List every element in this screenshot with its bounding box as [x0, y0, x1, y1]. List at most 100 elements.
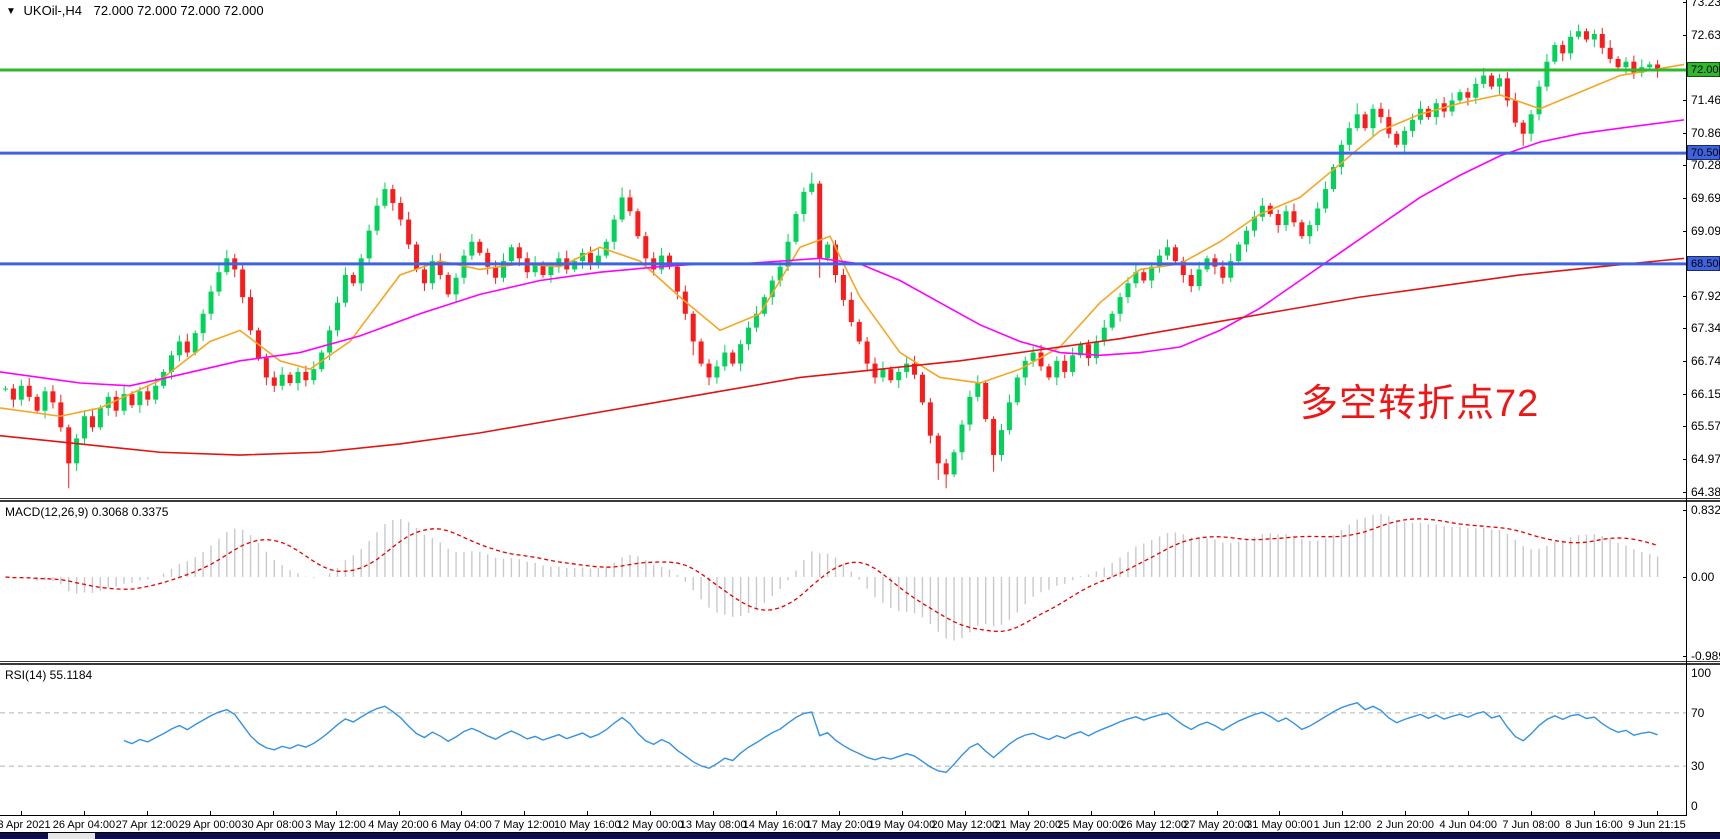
time-label: 10 May 16:00 — [553, 819, 621, 831]
time-label: 1 Jun 12:00 — [1313, 819, 1372, 831]
time-tick — [650, 811, 652, 816]
price-axis-label: 69.695 — [1691, 190, 1720, 205]
ma-slow-red — [0, 257, 1685, 456]
time-label: 14 May 16:00 — [742, 819, 810, 831]
axis-tick — [1683, 426, 1687, 428]
time-tick — [1027, 811, 1029, 816]
time-tick — [1090, 811, 1092, 816]
symbol-ohlc-label[interactable]: ▼ UKOil-,H4 72.000 72.000 72.000 72.000 — [6, 3, 264, 18]
price-chart-canvas[interactable] — [0, 0, 1720, 498]
rsi-axis-label: 100 — [1691, 666, 1712, 680]
time-tick — [398, 811, 400, 816]
time-tick — [524, 811, 526, 816]
rsi-axis-label: 30 — [1691, 759, 1705, 774]
time-tick — [901, 811, 903, 816]
symbol-label: UKOil-,H4 — [23, 3, 83, 18]
price-axis-label: 70.280 — [1691, 158, 1720, 173]
macd-signal-line — [5, 518, 1658, 633]
macd-chart-canvas[interactable] — [0, 502, 1720, 661]
price-axis-label: 73.235 — [1691, 0, 1720, 9]
price-axis-label: 71.465 — [1691, 92, 1720, 107]
axis-tick — [1683, 1, 1687, 3]
time-label: 3 May 12:00 — [305, 819, 366, 831]
axis-tick — [1683, 197, 1687, 199]
price-axis-label: 64.970 — [1691, 452, 1720, 467]
time-tick — [21, 811, 22, 816]
time-tick — [461, 811, 463, 816]
price-axis-label: 67.340 — [1691, 321, 1720, 336]
axis-tick — [1683, 34, 1687, 36]
time-label: 4 Jun 04:00 — [1439, 819, 1497, 831]
time-tick — [1342, 811, 1344, 816]
price-axis-label: 69.095 — [1691, 223, 1720, 238]
time-label: 19 May 04:00 — [868, 819, 936, 831]
axis-tick — [1683, 165, 1687, 167]
ma-fast-orange — [0, 63, 1685, 418]
panel-separator-macd[interactable] — [0, 498, 1720, 502]
time-label: 7 Jun 08:00 — [1502, 819, 1560, 831]
axis-tick — [1683, 459, 1687, 461]
time-tick — [146, 811, 148, 816]
axis-tick — [1683, 99, 1687, 101]
time-tick — [587, 811, 589, 816]
time-label: 23 Apr 2021 — [0, 819, 51, 831]
time-tick — [839, 811, 840, 816]
chart-annotation-text: 多空转折点72 — [1300, 383, 1540, 425]
rsi-axis-label: 70 — [1691, 705, 1705, 720]
axis-tick — [1683, 295, 1687, 297]
time-label: 9 Jun 21:15 — [1628, 819, 1686, 831]
time-label: 4 May 20:00 — [368, 819, 429, 831]
time-tick — [83, 811, 85, 816]
time-tick — [335, 811, 337, 816]
time-label: 6 May 04:00 — [431, 819, 492, 831]
time-tick — [1594, 811, 1596, 816]
time-label: 7 May 12:00 — [494, 819, 555, 831]
axis-tick — [1683, 328, 1687, 330]
time-label: 26 Apr 04:00 — [52, 819, 116, 831]
price-axis-label: 64.385 — [1691, 484, 1720, 499]
price-axis-label: 70.865 — [1691, 125, 1720, 140]
time-label: 21 May 20:00 — [994, 819, 1062, 831]
horizontal-scrollbar[interactable] — [0, 832, 1720, 839]
axis-tick — [1683, 393, 1687, 395]
time-tick — [964, 811, 966, 816]
time-label: 31 May 00:00 — [1246, 819, 1313, 831]
time-label: 13 May 08:00 — [679, 819, 747, 831]
scrollbar-thumb[interactable] — [48, 833, 95, 839]
price-axis-label: 66.155 — [1691, 386, 1720, 401]
time-label: 27 May 20:00 — [1183, 819, 1250, 831]
price-line-chip-72.000[interactable]: 72.000 — [1687, 62, 1720, 77]
axis-tick — [1683, 361, 1687, 363]
price-axis-label: 65.570 — [1691, 419, 1720, 434]
time-tick — [272, 811, 274, 816]
time-tick — [1405, 811, 1407, 816]
ohlc-values: 72.000 72.000 72.000 72.000 — [93, 3, 264, 18]
price-axis-line — [1686, 0, 1687, 816]
time-label: 25 May 00:00 — [1057, 819, 1125, 831]
price-axis-label: 72.635 — [1691, 27, 1720, 42]
time-tick — [209, 811, 211, 816]
macd-axis-label: 0.8326 — [1691, 502, 1720, 517]
macd-axis-label: 0.00 — [1691, 570, 1715, 584]
price-line-chip-68.500[interactable]: 68.500 — [1687, 255, 1720, 271]
time-tick — [1279, 811, 1281, 816]
rsi-axis-label: 0 — [1691, 799, 1698, 813]
time-label: 17 May 20:00 — [805, 819, 873, 831]
panel-separator-rsi[interactable] — [0, 661, 1720, 665]
time-label: 29 Apr 00:00 — [178, 819, 241, 831]
rsi-chart-canvas[interactable] — [0, 665, 1720, 815]
time-label: 8 Jun 16:00 — [1565, 819, 1623, 831]
time-tick — [776, 811, 778, 816]
time-label: 30 Apr 08:00 — [241, 819, 304, 831]
triangle-down-icon[interactable]: ▼ — [6, 6, 16, 17]
time-tick — [1657, 811, 1658, 816]
time-label: 2 Jun 20:00 — [1376, 819, 1435, 831]
rsi-line — [123, 702, 1658, 774]
axis-tick — [1683, 230, 1687, 232]
macd-label: MACD(12,26,9) 0.3068 0.3375 — [5, 505, 169, 519]
time-tick — [1468, 811, 1470, 816]
price-axis-label: 67.925 — [1691, 288, 1720, 303]
time-tick — [713, 811, 715, 816]
